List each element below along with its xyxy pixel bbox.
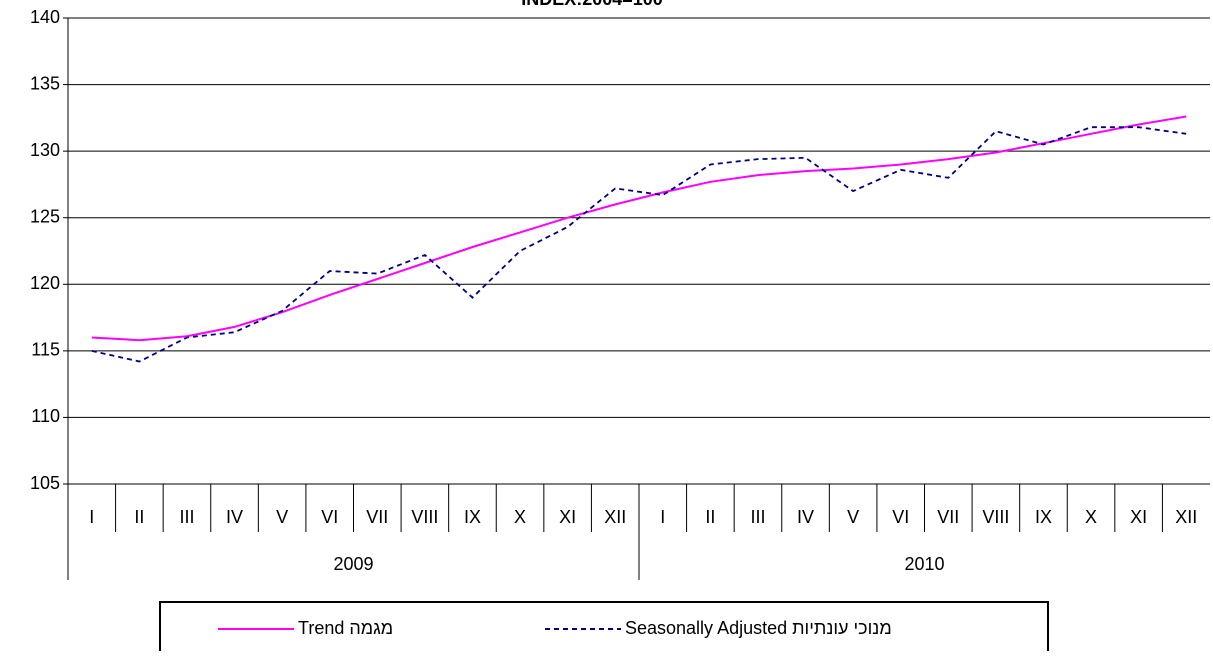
y-tick-label: 130 (30, 140, 60, 160)
x-tick-label: VI (892, 507, 909, 527)
x-tick-label: IV (797, 507, 814, 527)
x-tick-label: VIII (411, 507, 438, 527)
x-tick-label: V (276, 507, 288, 527)
series-line (91, 115, 1187, 342)
x-tick-label: XI (1130, 507, 1147, 527)
y-tick-label: 115 (31, 340, 60, 360)
x-tick-label: III (179, 507, 194, 527)
x-tick-label: VII (366, 507, 388, 527)
y-tick-label: 105 (30, 473, 60, 493)
x-tick-label: XI (559, 507, 576, 527)
x-tick-label: II (134, 507, 144, 527)
series-line (91, 126, 1187, 363)
x-tick-label: I (660, 507, 665, 527)
x-group-label: 2009 (333, 554, 373, 574)
legend-label: Trend מגמה (298, 618, 393, 638)
chart-title: INDEX:2004=100 (521, 0, 663, 9)
x-group-label: 2010 (904, 554, 944, 574)
x-tick-label: IX (1035, 507, 1052, 527)
y-tick-label: 125 (30, 206, 60, 226)
y-tick-label: 140 (30, 7, 60, 27)
x-tick-label: VIII (982, 507, 1009, 527)
x-tick-label: I (89, 507, 94, 527)
x-tick-label: XII (604, 507, 626, 527)
x-tick-label: VII (937, 507, 959, 527)
x-tick-label: V (847, 507, 859, 527)
y-tick-label: 110 (31, 406, 60, 426)
y-tick-label: 135 (30, 73, 60, 93)
x-tick-label: II (705, 507, 715, 527)
x-tick-label: III (750, 507, 765, 527)
x-tick-label: X (1085, 507, 1097, 527)
y-tick-label: 120 (30, 273, 60, 293)
x-tick-label: VI (321, 507, 338, 527)
x-tick-label: X (514, 507, 526, 527)
x-tick-label: IX (464, 507, 481, 527)
x-tick-label: IV (226, 507, 243, 527)
x-tick-label: XII (1175, 507, 1197, 527)
legend-box (159, 601, 1049, 655)
legend-label: Seasonally Adjusted מנוכי עונתיות (625, 618, 892, 638)
